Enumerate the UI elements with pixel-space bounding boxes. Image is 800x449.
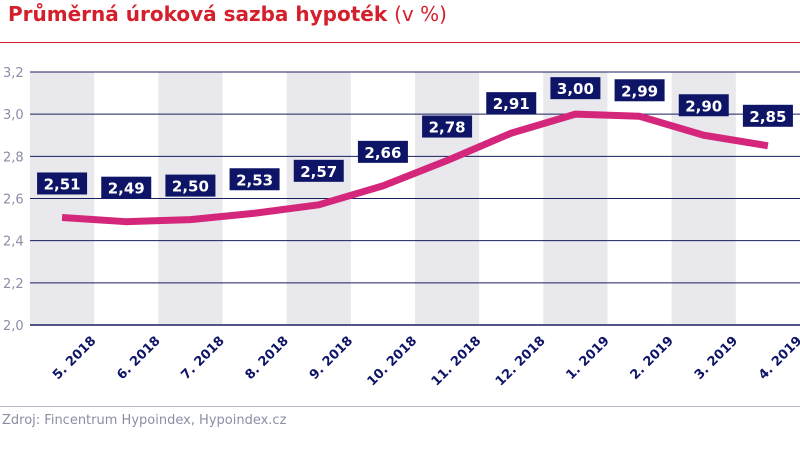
data-label: 2,57 [300,163,337,181]
x-tick-label: 5. 2018 [50,334,99,383]
data-label-box [486,92,537,115]
series-line [61,110,769,226]
data-label-box [293,159,344,182]
x-tick-label: 1. 2019 [563,334,612,383]
y-tick-label: 2,8 [3,150,24,165]
x-tick-label: 7. 2018 [178,334,227,383]
data-label: 2,51 [44,175,81,193]
data-label: 2,99 [621,82,658,100]
y-tick-label: 2,4 [3,235,24,250]
title-divider [0,42,800,43]
x-tick-label: 4. 2019 [756,334,800,383]
y-tick-label: 2,2 [3,277,24,292]
y-tick-label: 3,0 [3,108,24,123]
data-label: 2,90 [685,97,722,115]
x-tick-label: 8. 2018 [243,334,292,383]
line-chart: 2,0 2,2 2,4 2,6 2,8 3,0 3,2 2,51 5. 2018 2,49 6. 2… [3,66,800,390]
data-label: 2,53 [236,171,273,189]
title-main: Průměrná úroková sazba hypoték [8,2,388,26]
data-label: 2,91 [493,95,530,113]
x-tick-label: 10. 2018 [365,334,421,390]
data-label: 2,78 [429,119,466,137]
x-tick-label: 12. 2018 [493,334,549,390]
data-label-box [422,115,473,138]
data-label: 2,50 [172,178,209,196]
data-label-box [678,94,729,117]
source-note: Zdroj: Fincentrum Hypoindex, Hypoindex.c… [2,413,287,428]
y-tick-label: 2,6 [3,193,24,208]
x-tick-label: 3. 2019 [692,334,741,383]
title-unit: (v %) [394,2,447,26]
footer-divider [0,406,800,407]
x-tick-label: 6. 2018 [114,334,163,383]
chart-title: Průměrná úroková sazba hypoték (v %) [8,2,447,26]
x-tick-label: 11. 2018 [429,334,485,390]
x-tick-label: 9. 2018 [307,334,356,383]
data-label: 2,49 [108,180,145,198]
data-label: 2,85 [749,108,786,126]
data-label-box [165,174,216,197]
x-tick-label: 2. 2019 [628,334,677,383]
data-label: 3,00 [557,80,594,98]
data-label-box [101,176,152,199]
data-label-box [742,104,793,127]
data-label-box [37,172,88,195]
data-label-box [229,168,280,191]
data-label-box [614,79,665,102]
y-tick-label: 3,2 [3,66,24,81]
data-label-box [550,77,601,100]
y-tick-label: 2,0 [3,319,24,334]
data-label-box [357,140,408,163]
data-label: 2,66 [364,144,401,162]
